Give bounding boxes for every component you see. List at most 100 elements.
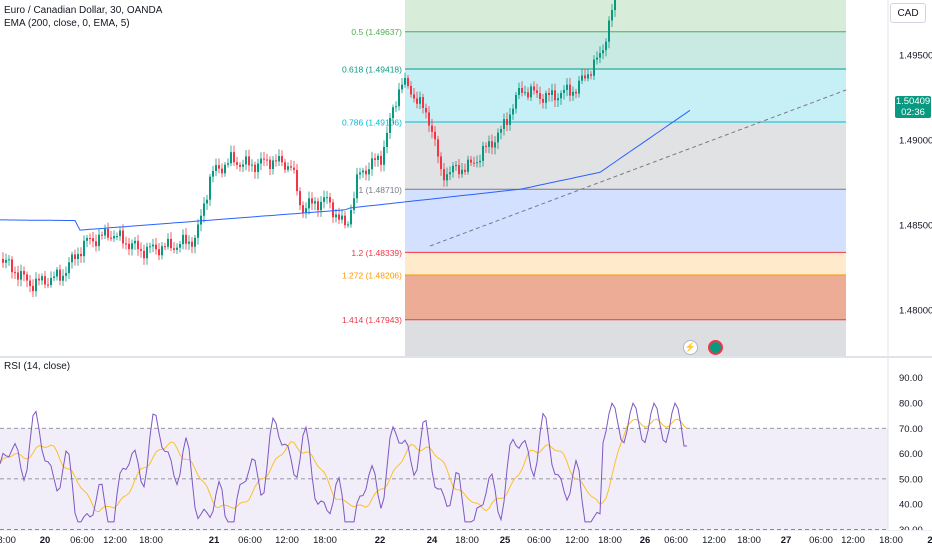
rsi-axis-label: 80.00 bbox=[899, 398, 923, 409]
candle-body bbox=[140, 249, 142, 251]
time-axis-label: 22 bbox=[375, 535, 386, 546]
time-axis-label: 06:00 bbox=[664, 535, 688, 546]
candle-body bbox=[599, 53, 601, 58]
candle-body bbox=[44, 276, 46, 285]
candle-body bbox=[137, 240, 139, 250]
candle-body bbox=[497, 132, 499, 143]
candle-body bbox=[473, 162, 475, 164]
time-axis-label: 27 bbox=[781, 535, 792, 546]
candle-body bbox=[185, 234, 187, 244]
candle-body bbox=[53, 276, 55, 278]
candle-body bbox=[80, 253, 82, 257]
candle-body bbox=[332, 202, 334, 218]
candle-body bbox=[260, 158, 262, 164]
candle-body bbox=[416, 98, 418, 104]
symbol-title[interactable]: Euro / Canadian Dollar, 30, OANDA bbox=[4, 5, 163, 16]
candle-body bbox=[191, 241, 193, 247]
candle-body bbox=[506, 119, 508, 125]
rsi-axis-label: 90.00 bbox=[899, 373, 923, 384]
candle-body bbox=[401, 84, 403, 90]
candle-body bbox=[128, 243, 130, 250]
ema-indicator-label[interactable]: EMA (200, close, 0, EMA, 5) bbox=[4, 18, 130, 29]
time-axis-label: 20 bbox=[40, 535, 51, 546]
candle-body bbox=[230, 152, 232, 164]
candle-body bbox=[353, 198, 355, 211]
candle-body bbox=[257, 163, 259, 173]
candle-body bbox=[350, 210, 352, 225]
time-axis-label: 24 bbox=[427, 535, 438, 546]
candle-body bbox=[383, 146, 385, 165]
candle-body bbox=[143, 250, 145, 259]
candle-body bbox=[278, 155, 280, 162]
time-axis-label: 06:00 bbox=[527, 535, 551, 546]
candle-body bbox=[392, 107, 394, 119]
fib-zone bbox=[405, 121, 846, 190]
candle-body bbox=[41, 276, 43, 281]
candle-body bbox=[194, 237, 196, 247]
candle-body bbox=[584, 75, 586, 79]
candle-body bbox=[563, 89, 565, 93]
candle-body bbox=[494, 142, 496, 148]
candle-body bbox=[11, 259, 13, 273]
record-dot-icon[interactable] bbox=[708, 340, 723, 355]
candle-body bbox=[479, 160, 481, 163]
time-axis-label: 18:00 bbox=[0, 535, 16, 546]
candle-body bbox=[476, 162, 478, 164]
candle-body bbox=[512, 108, 514, 115]
candle-body bbox=[572, 91, 574, 96]
rsi-chart[interactable]: 90.00 80.00 70.00 60.00 50.00 40.00 30.00 bbox=[0, 358, 932, 530]
candle-body bbox=[425, 108, 427, 113]
candle-body bbox=[404, 77, 406, 85]
candle-body bbox=[146, 246, 148, 259]
candle-body bbox=[206, 199, 208, 204]
price-chart[interactable]: 1.510001.500001.495001.490001.485001.480… bbox=[0, 0, 932, 356]
candle-body bbox=[125, 243, 127, 245]
candle-body bbox=[221, 168, 223, 174]
candle-body bbox=[551, 90, 553, 95]
candle-body bbox=[452, 165, 454, 173]
time-axis-label: 26 bbox=[640, 535, 651, 546]
candle-body bbox=[356, 174, 358, 199]
current-price-tag: 1.50409 02:36 bbox=[895, 96, 931, 118]
candle-body bbox=[515, 94, 517, 109]
candle-body bbox=[17, 272, 19, 280]
candle-body bbox=[290, 166, 292, 168]
candle-body bbox=[377, 155, 379, 160]
candle-body bbox=[281, 155, 283, 163]
candle-body bbox=[299, 191, 301, 206]
time-axis[interactable]: 18:00 20 06:00 12:00 18:00 21 06:00 12:00 18:00 2… bbox=[0, 530, 932, 550]
candle-body bbox=[443, 169, 445, 181]
candle-body bbox=[59, 269, 61, 281]
candle-body bbox=[302, 205, 304, 213]
candle-body bbox=[581, 75, 583, 81]
fib-level-label: 0.5 (1.49637) bbox=[351, 27, 402, 37]
fib-zone bbox=[405, 0, 846, 32]
ema-200-line bbox=[0, 109, 691, 231]
candle-body bbox=[104, 228, 106, 236]
candle-body bbox=[92, 238, 94, 242]
candle-body bbox=[614, 0, 616, 11]
candle-body bbox=[521, 87, 523, 93]
candle-body bbox=[122, 230, 124, 244]
candle-body bbox=[323, 197, 325, 202]
pane-separator[interactable] bbox=[0, 356, 932, 358]
rsi-indicator-label[interactable]: RSI (14, close) bbox=[4, 361, 71, 372]
candle-body bbox=[254, 164, 256, 173]
currency-button[interactable]: CAD bbox=[890, 3, 926, 23]
candle-body bbox=[245, 156, 247, 165]
candle-body bbox=[530, 86, 532, 98]
candle-body bbox=[14, 272, 16, 274]
candle-body bbox=[371, 158, 373, 170]
candle-body bbox=[374, 158, 376, 160]
candle-body bbox=[566, 84, 568, 90]
candle-body bbox=[314, 201, 316, 204]
candle-body bbox=[95, 241, 97, 247]
candle-body bbox=[173, 248, 175, 250]
lightning-icon[interactable]: ⚡ bbox=[683, 340, 698, 355]
candle-body bbox=[209, 176, 211, 200]
candle-body bbox=[236, 162, 238, 165]
candle-body bbox=[158, 249, 160, 256]
candle-body bbox=[5, 259, 7, 263]
time-axis-label: 25 bbox=[500, 535, 511, 546]
rsi-axis-label: 40.00 bbox=[899, 500, 923, 511]
